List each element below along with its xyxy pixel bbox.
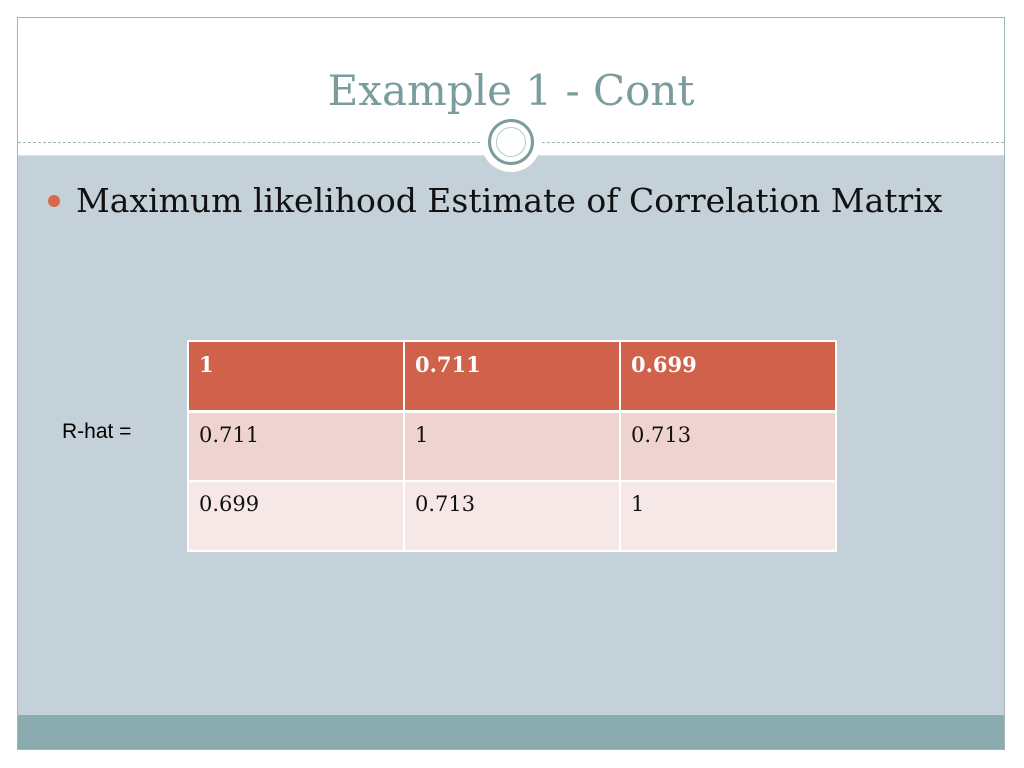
table-row: 1 0.711 0.699 <box>187 340 837 413</box>
slide-title: Example 1 - Cont <box>327 66 695 115</box>
table-cell: 0.713 <box>403 480 621 552</box>
bullet-dot-icon <box>48 195 60 207</box>
footer-bar <box>18 715 1004 749</box>
table-row: 0.699 0.713 1 <box>187 480 837 552</box>
table-cell: 1 <box>619 480 837 552</box>
correlation-matrix-table: 1 0.711 0.699 0.711 1 0.713 0.699 0.713 … <box>187 340 837 552</box>
bullet-text: Maximum likelihood Estimate of Correlati… <box>76 181 943 220</box>
divider-inner-ring <box>496 127 526 157</box>
table-cell: 0.699 <box>619 340 837 413</box>
table-row: 0.711 1 0.713 <box>187 410 837 482</box>
bullet-item: Maximum likelihood Estimate of Correlati… <box>48 180 988 224</box>
table-cell: 1 <box>403 410 621 482</box>
table-cell: 0.713 <box>619 410 837 482</box>
divider-ring-icon <box>488 119 534 165</box>
table-cell: 0.711 <box>403 340 621 413</box>
table-cell: 0.711 <box>187 410 405 482</box>
table-cell: 1 <box>187 340 405 413</box>
table-cell: 0.699 <box>187 480 405 552</box>
matrix-label: R-hat = <box>62 420 132 443</box>
